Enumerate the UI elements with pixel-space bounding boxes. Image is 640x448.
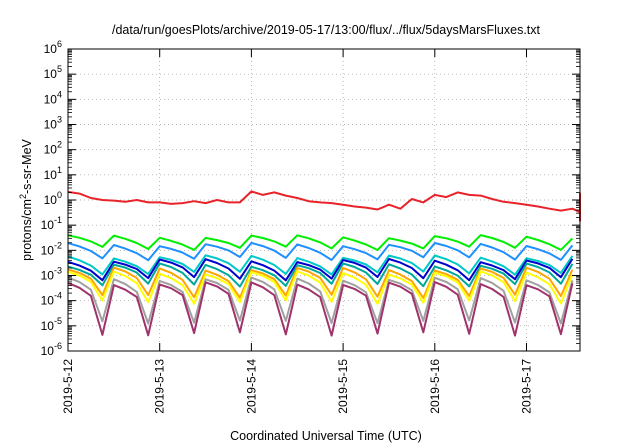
series-line — [67, 241, 574, 262]
y-tick-label: 101 — [44, 165, 62, 182]
series-line — [67, 281, 574, 337]
y-tick-label: 10-3 — [41, 266, 62, 283]
x-axis-label: Coordinated Universal Time (UTC) — [230, 429, 422, 443]
y-tick-label: 10-1 — [41, 215, 62, 232]
y-tick-label: 10-6 — [41, 341, 62, 358]
x-tick-label: 2019-5-15 — [336, 359, 350, 414]
y-axis-label-sup: 2 — [18, 194, 28, 199]
y-axis-label: protons/cm2-s-sr-MeV — [18, 138, 34, 260]
x-tick-label: 2019-5-16 — [428, 359, 442, 414]
y-axis-label-main: protons/cm — [20, 199, 34, 261]
x-tick-label: 2019-5-17 — [520, 359, 534, 414]
series-line — [67, 254, 574, 276]
y-tick-label: 10-2 — [41, 240, 62, 257]
axes: 10-6 10-5 10-4 10-3 10-2 10-1 100 101 102 103 104 1… — [41, 39, 580, 414]
series-line — [67, 262, 574, 288]
y-tick-label: 106 — [44, 39, 62, 56]
series-line — [67, 258, 574, 282]
y-tick-label: 100 — [44, 190, 62, 207]
series-line — [67, 234, 574, 251]
y-tick-label: 104 — [44, 89, 62, 106]
x-tick-label: 2019-5-13 — [153, 359, 167, 414]
chart-title: /data/run/goesPlots/archive/2019-05-17/1… — [112, 23, 541, 37]
x-tick-label: 2019-5-14 — [244, 359, 258, 414]
y-axis-label-rest: -s-sr-MeV — [20, 138, 34, 194]
y-tick-label: 102 — [44, 140, 62, 157]
y-tick-label: 10-5 — [41, 316, 62, 333]
series-line — [67, 270, 574, 305]
y-tick-label: 10-4 — [41, 291, 62, 308]
series-line — [67, 266, 574, 299]
x-tick-label: 2019-5-12 — [61, 359, 75, 414]
y-tick-label: 105 — [44, 64, 62, 81]
y-tick-label: 103 — [44, 115, 62, 132]
series-line — [67, 276, 574, 325]
